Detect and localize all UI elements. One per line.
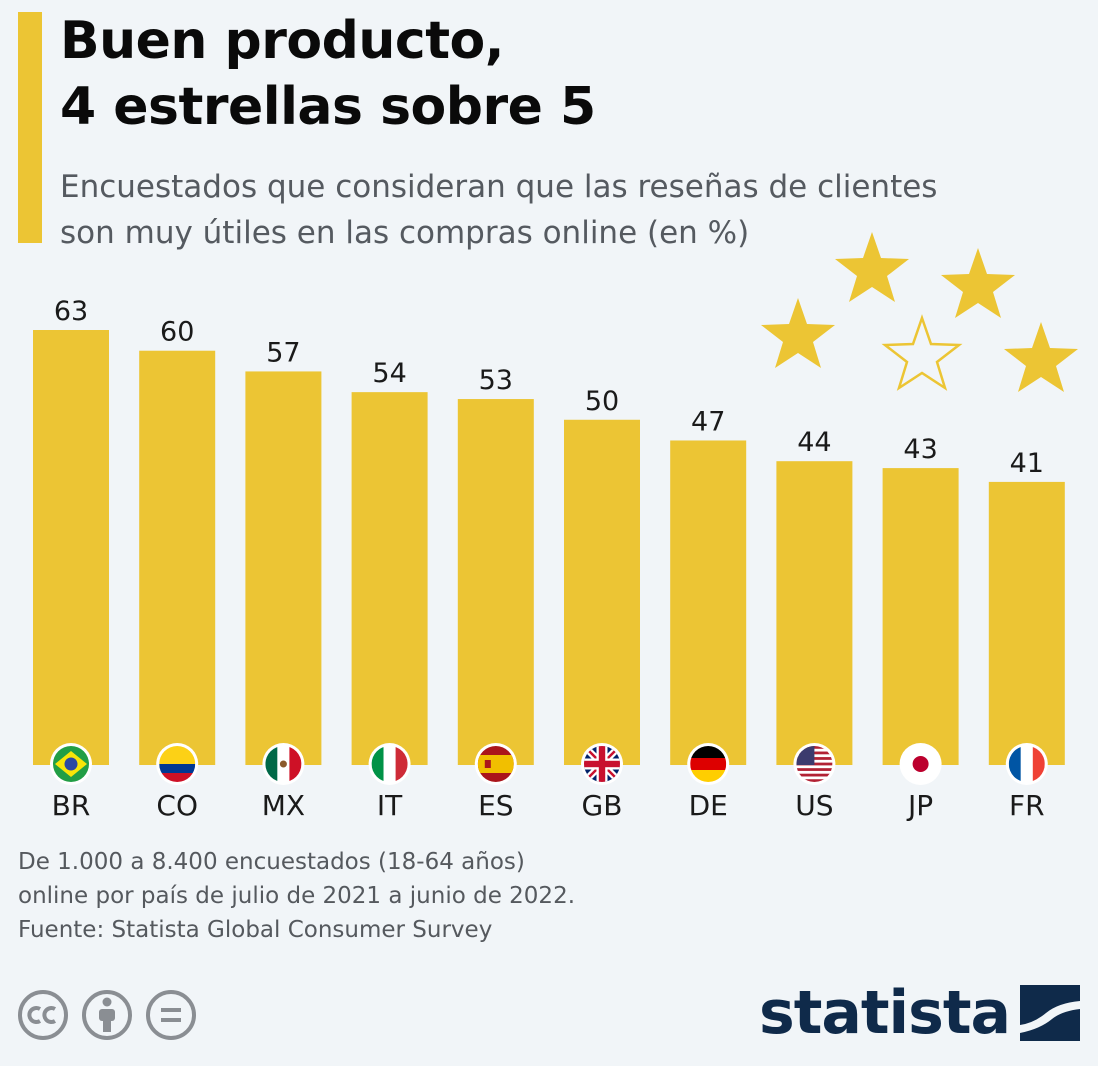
value-label-gb: 50 (585, 386, 619, 417)
chart-subtitle: Encuestados que consideran que las reseñ… (60, 164, 937, 256)
footnote-line-2: online por país de julio de 2021 a junio… (18, 883, 576, 909)
page-title: Buen producto, 4 estrellas sobre 5 (60, 8, 596, 140)
category-label-mx: MX (262, 789, 305, 822)
bar-es (457, 399, 534, 765)
category-label-jp: JP (906, 789, 933, 822)
by-icon (82, 990, 132, 1040)
stars-decoration (761, 232, 1078, 392)
star-icon (941, 248, 1015, 318)
category-label-es: ES (478, 789, 513, 822)
flag-us-icon (793, 743, 836, 785)
category-label-it: IT (377, 789, 403, 822)
bar-mx (245, 371, 322, 765)
flag-fr-icon (1005, 743, 1048, 785)
value-label-es: 53 (479, 365, 513, 396)
value-label-us: 44 (797, 427, 831, 458)
subtitle-line-2: son muy útiles en las compras online (en… (60, 215, 750, 251)
category-labels-group: BR CO MX IT ES GB DE US JP FR (52, 789, 1045, 822)
flag-gb-icon (581, 743, 623, 785)
bar-br (33, 330, 109, 765)
category-label-fr: FR (1009, 789, 1045, 822)
cc-icon (18, 990, 68, 1040)
category-label-co: CO (156, 789, 198, 822)
bar-fr (988, 481, 1065, 765)
star-icon (1004, 322, 1078, 392)
flag-br-icon (50, 743, 92, 785)
flag-de-icon (687, 743, 730, 785)
bar-de (670, 440, 747, 765)
footnote-line-1: De 1.000 a 8.400 encuestados (18-64 años… (18, 849, 525, 875)
bars-group (33, 330, 1065, 765)
footnote: De 1.000 a 8.400 encuestados (18-64 años… (18, 845, 575, 947)
value-label-br: 63 (54, 296, 88, 327)
value-labels-group: 63 60 57 54 53 50 47 44 43 41 (54, 296, 1044, 479)
nd-icon (146, 990, 196, 1040)
bar-it (351, 392, 428, 765)
flag-mx-icon (262, 743, 305, 785)
category-label-de: DE (689, 789, 728, 822)
bar-jp (882, 468, 959, 765)
title-line-1: Buen producto, (60, 11, 505, 71)
value-label-fr: 41 (1010, 448, 1044, 479)
bar-co (139, 350, 216, 765)
statista-logo-icon (1020, 985, 1080, 1041)
value-label-co: 60 (160, 317, 194, 348)
flag-jp-icon (899, 743, 942, 785)
bar-chart: 63 60 57 54 53 50 47 44 43 41 BR CO MX IT ES GB DE US JP F… (33, 232, 1078, 822)
bar-gb (564, 419, 640, 765)
title-line-2: 4 estrellas sobre 5 (60, 77, 596, 137)
value-label-jp: 43 (903, 434, 937, 465)
bar-us (776, 461, 853, 765)
flag-co-icon (156, 743, 199, 785)
value-label-mx: 57 (266, 337, 300, 368)
flag-es-icon (474, 743, 517, 785)
statista-logo: statista (759, 978, 1080, 1048)
category-label-gb: GB (582, 789, 623, 822)
category-label-br: BR (52, 789, 91, 822)
value-label-de: 47 (691, 406, 725, 437)
star-icon (835, 232, 909, 302)
category-label-us: US (795, 789, 833, 822)
star-outline-icon (881, 314, 963, 391)
flags-group (50, 743, 1048, 785)
license-badges (18, 990, 196, 1040)
flag-it-icon (368, 743, 411, 785)
star-icon (761, 298, 835, 368)
source-text: Fuente: Statista Global Consumer Survey (18, 917, 493, 943)
logo-text: statista (758, 978, 1011, 1048)
value-label-it: 54 (372, 358, 406, 389)
accent-bar (18, 12, 42, 243)
subtitle-line-1: Encuestados que consideran que las reseñ… (60, 169, 938, 205)
